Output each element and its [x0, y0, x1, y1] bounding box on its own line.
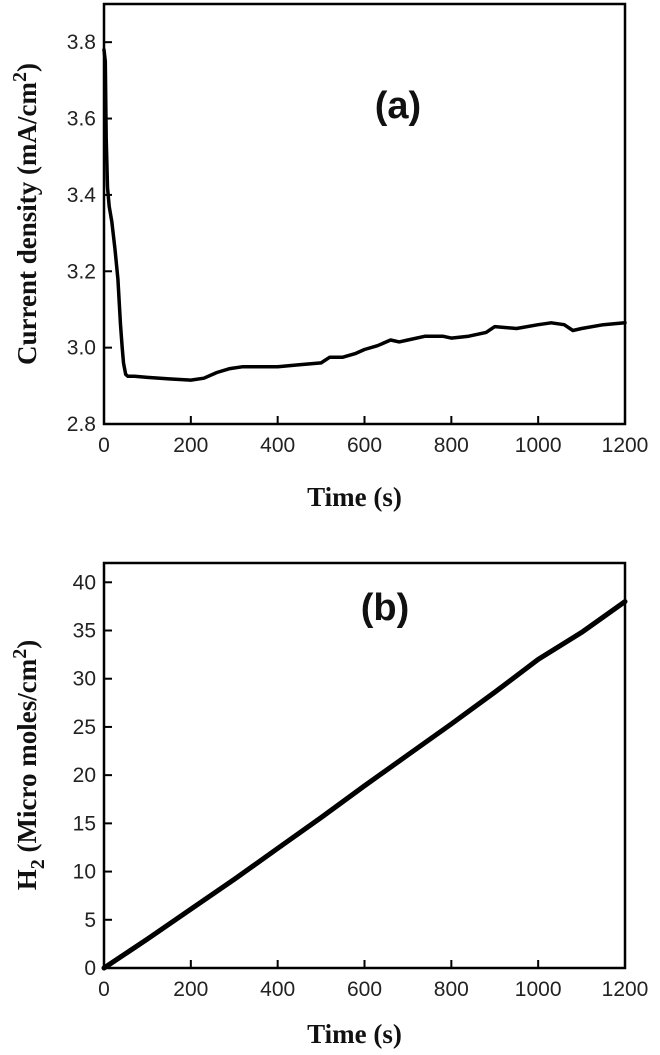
y-tick-label: 25: [73, 716, 96, 739]
y-axis-label: H2 (Micro moles/cm2): [9, 640, 49, 890]
x-tick-label: 1000: [515, 434, 562, 457]
y-tick-label: 3.4: [67, 184, 97, 207]
panel-label: (b): [361, 587, 410, 629]
y-tick-label: 20: [73, 764, 96, 787]
y-tick-label: 3.2: [67, 260, 96, 283]
y-tick-label: 3.6: [67, 108, 96, 131]
x-tick-label: 200: [173, 434, 208, 457]
y-tick-label: 30: [73, 668, 96, 691]
y-tick-label: 40: [73, 571, 96, 594]
x-tick-label: 800: [434, 978, 469, 1001]
y-tick-label: 35: [73, 620, 96, 643]
x-tick-label: 600: [347, 978, 382, 1001]
x-tick-label: 800: [434, 434, 469, 457]
chart-panel-a: 0 200 400 600 800 1000 1200 2.8 3.0 3.2 3.4 3.6 3.8 (…: [9, 2, 649, 512]
y-axis-label: Current density (mA/cm2): [9, 63, 42, 365]
panel-label: (a): [375, 85, 421, 127]
y-tick-label: 0: [84, 957, 96, 980]
series-line: [102, 48, 627, 382]
x-tick-label: 200: [173, 978, 208, 1001]
x-tick-label: 600: [347, 434, 382, 457]
y-tick-label: 5: [84, 909, 96, 932]
x-tick-label: 400: [260, 434, 295, 457]
x-tick-label: 0: [98, 434, 110, 457]
chart-panel-b: 0 200 400 600 800 1000 1200 0 5 10 15 20 25 30 35 40 (b)…: [9, 561, 649, 1049]
x-tick-label: 0: [98, 978, 110, 1001]
x-tick-label: 400: [260, 978, 295, 1001]
x-axis-label: Time (s): [307, 1019, 402, 1049]
x-tick-label: 1000: [515, 978, 562, 1001]
y-tick-label: 3.8: [67, 31, 96, 54]
y-tick-label: 2.8: [67, 413, 96, 436]
y-tick-label: 3.0: [67, 337, 96, 360]
x-axis-label: Time (s): [307, 482, 402, 512]
y-tick-label: 10: [73, 861, 96, 884]
y-tick-label: 15: [73, 812, 96, 835]
series-line: [101, 599, 628, 971]
x-tick-label: 1200: [602, 978, 649, 1001]
x-tick-label: 1200: [602, 434, 649, 457]
plot-frame: [102, 2, 627, 426]
